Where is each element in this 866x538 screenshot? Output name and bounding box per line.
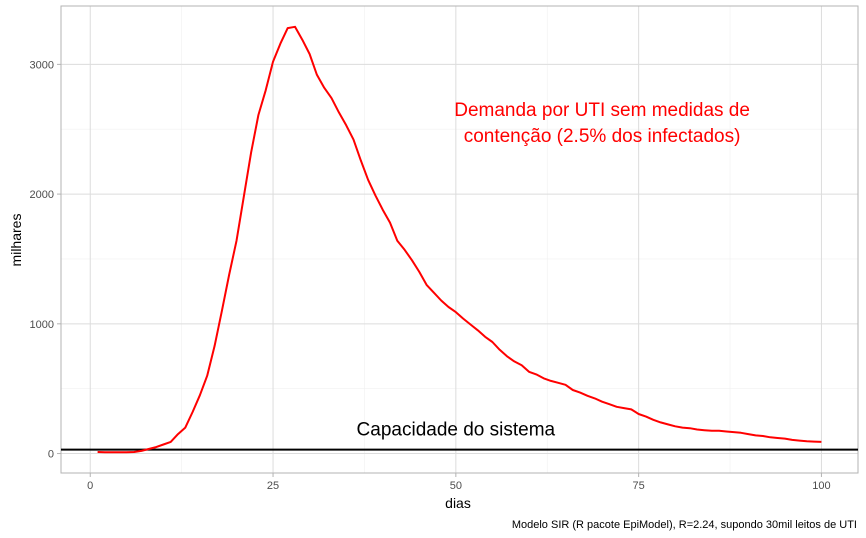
grid bbox=[61, 6, 858, 473]
annotation-demand-line-1: Demanda por UTI sem medidas de bbox=[454, 100, 750, 121]
y-tick-label: 1000 bbox=[30, 319, 54, 331]
x-tick-label: 0 bbox=[87, 480, 93, 492]
x-tick-label: 100 bbox=[812, 480, 830, 492]
x-tick-label: 25 bbox=[267, 480, 279, 492]
y-tick-label: 0 bbox=[48, 449, 54, 461]
x-axis-title: dias bbox=[445, 495, 471, 511]
caption: Modelo SIR (R pacote EpiModel), R=2.24, … bbox=[512, 519, 857, 531]
y-tick-label: 3000 bbox=[30, 59, 54, 71]
x-tick-label: 50 bbox=[450, 480, 462, 492]
panel-border bbox=[60, 5, 859, 474]
series-group bbox=[97, 25, 822, 454]
y-axis-ticks: 0 1000 2000 3000 bbox=[30, 59, 61, 461]
annotation-capacity: Capacidade do sistema bbox=[357, 419, 556, 440]
y-tick-label: 2000 bbox=[30, 189, 54, 201]
y-axis-title: milhares bbox=[8, 214, 24, 267]
demand-series-line bbox=[97, 25, 822, 454]
x-axis-ticks: 0 25 50 75 100 bbox=[87, 473, 831, 492]
annotation-demand-line-2: contenção (2.5% dos infectados) bbox=[464, 126, 741, 147]
x-tick-label: 75 bbox=[633, 480, 645, 492]
